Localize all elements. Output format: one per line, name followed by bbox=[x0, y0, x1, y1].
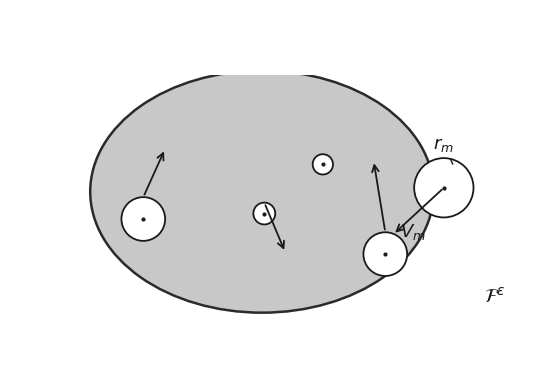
Text: $r_m$: $r_m$ bbox=[433, 136, 454, 164]
Ellipse shape bbox=[312, 154, 333, 175]
Ellipse shape bbox=[90, 71, 434, 313]
Ellipse shape bbox=[253, 203, 275, 224]
Text: $\mathcal{F}^\varepsilon$: $\mathcal{F}^\varepsilon$ bbox=[484, 287, 506, 307]
Text: $V_m$: $V_m$ bbox=[400, 222, 426, 242]
Ellipse shape bbox=[363, 232, 407, 276]
Ellipse shape bbox=[414, 158, 474, 217]
Ellipse shape bbox=[121, 197, 165, 241]
